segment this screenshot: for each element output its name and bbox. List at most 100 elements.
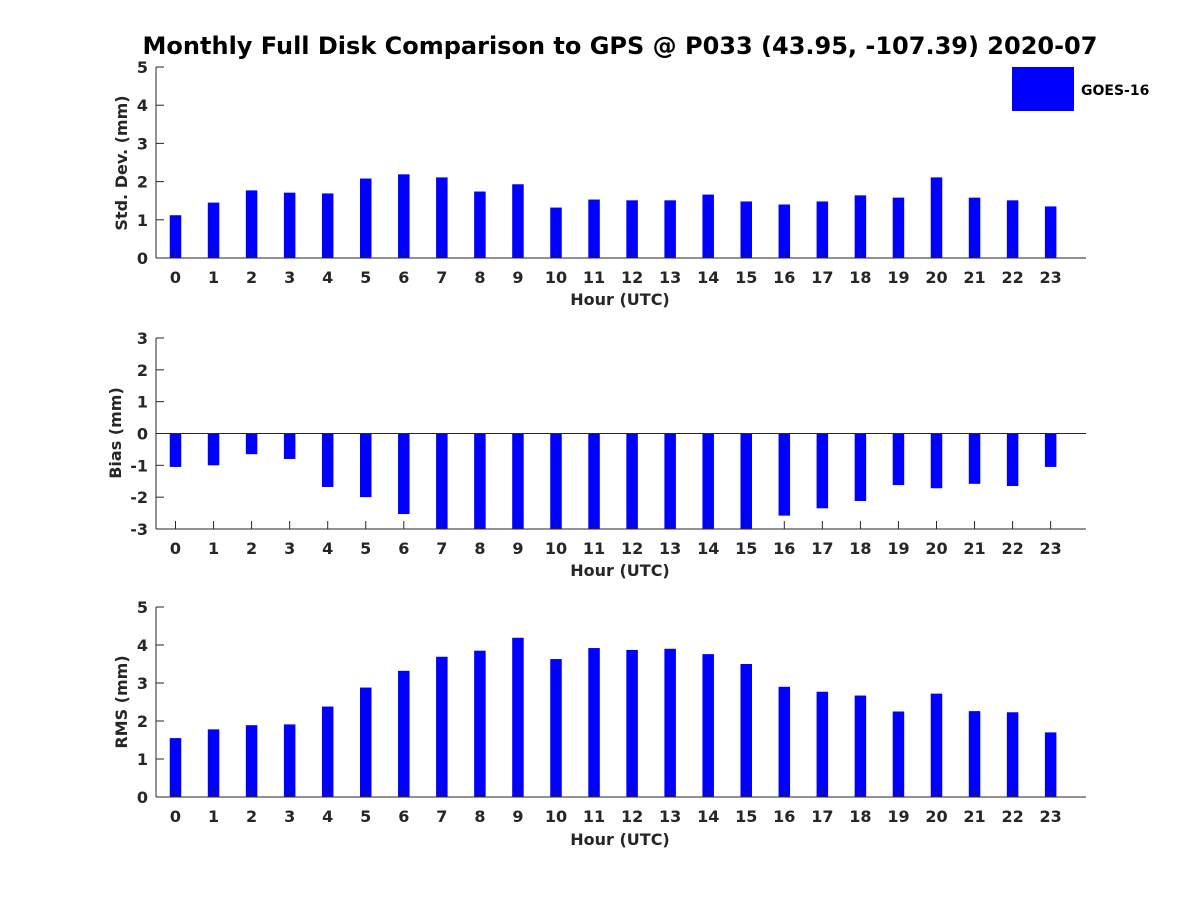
x-tick-label-rms-12: 12	[621, 807, 643, 826]
bar-bias-15	[740, 433, 752, 529]
bar-std-dev-13	[664, 200, 676, 258]
y-tick-label-bias--2: -2	[130, 488, 148, 507]
y-tick-label-std-dev-1: 1	[137, 211, 148, 230]
bar-std-dev-3	[283, 192, 296, 258]
bar-std-dev-6	[398, 174, 410, 258]
bar-rms-1	[207, 729, 220, 797]
bar-bias-21	[968, 433, 981, 484]
bar-bias-1	[207, 433, 220, 466]
bar-bias-22	[1006, 433, 1019, 487]
bar-bias-16	[778, 433, 791, 516]
x-tick-label-rms-19: 19	[887, 807, 909, 826]
bar-std-dev-21	[968, 197, 981, 258]
bar-std-dev-0	[169, 215, 182, 258]
x-tick-label-bias-9: 9	[512, 539, 523, 558]
x-tick-label-bias-13: 13	[659, 539, 681, 558]
chart-title: Monthly Full Disk Comparison to GPS @ P0…	[143, 32, 1098, 60]
x-tick-label-rms-21: 21	[963, 807, 985, 826]
x-tick-label-rms-15: 15	[735, 807, 757, 826]
x-tick-label-std-dev-13: 13	[659, 268, 681, 287]
x-tick-label-bias-23: 23	[1040, 539, 1062, 558]
x-tick-label-bias-20: 20	[925, 539, 947, 558]
bar-rms-17	[816, 691, 829, 797]
bar-bias-13	[664, 433, 676, 529]
x-tick-label-rms-5: 5	[360, 807, 371, 826]
bar-bias-23	[1044, 433, 1057, 467]
x-tick-label-rms-17: 17	[811, 807, 833, 826]
x-tick-label-std-dev-12: 12	[621, 268, 643, 287]
x-axis-label-rms: Hour (UTC)	[570, 830, 670, 849]
bar-bias-7	[436, 433, 448, 529]
x-tick-label-std-dev-21: 21	[963, 268, 985, 287]
y-tick-label-std-dev-0: 0	[137, 249, 148, 268]
bars-rms	[169, 637, 1057, 797]
x-tick-label-rms-16: 16	[773, 807, 795, 826]
x-tick-label-std-dev-1: 1	[208, 268, 219, 287]
bar-rms-19	[892, 711, 905, 797]
bar-std-dev-16	[778, 204, 791, 258]
x-tick-label-bias-14: 14	[697, 539, 719, 558]
bar-rms-2	[245, 725, 258, 797]
bar-std-dev-8	[474, 191, 486, 258]
x-tick-label-rms-14: 14	[697, 807, 719, 826]
bar-bias-12	[626, 433, 638, 529]
bar-std-dev-14	[702, 194, 714, 258]
x-tick-label-std-dev-22: 22	[1001, 268, 1023, 287]
bar-rms-0	[169, 738, 182, 797]
bar-std-dev-19	[892, 197, 905, 258]
x-tick-label-std-dev-5: 5	[360, 268, 371, 287]
legend: GOES-16	[1012, 67, 1149, 111]
x-tick-label-rms-23: 23	[1040, 807, 1062, 826]
x-tick-label-bias-22: 22	[1001, 539, 1023, 558]
x-tick-label-rms-0: 0	[170, 807, 181, 826]
bar-bias-5	[360, 433, 372, 498]
x-tick-label-std-dev-18: 18	[849, 268, 871, 287]
x-tick-label-bias-12: 12	[621, 539, 643, 558]
bar-rms-22	[1006, 712, 1019, 797]
x-tick-label-bias-5: 5	[360, 539, 371, 558]
bar-rms-7	[436, 656, 448, 797]
x-tick-label-bias-15: 15	[735, 539, 757, 558]
bar-std-dev-1	[207, 202, 220, 258]
bar-rms-8	[474, 650, 486, 797]
bar-std-dev-5	[360, 178, 372, 258]
x-tick-label-bias-10: 10	[545, 539, 567, 558]
x-tick-label-bias-21: 21	[963, 539, 985, 558]
bar-bias-18	[854, 433, 867, 501]
bar-rms-14	[702, 654, 714, 797]
x-tick-label-std-dev-8: 8	[474, 268, 485, 287]
y-tick-label-rms-0: 0	[137, 788, 148, 807]
bar-bias-4	[321, 433, 334, 487]
y-tick-label-rms-4: 4	[137, 636, 148, 655]
x-tick-label-std-dev-23: 23	[1040, 268, 1062, 287]
bars-bias	[169, 433, 1057, 529]
x-tick-label-rms-8: 8	[474, 807, 485, 826]
x-tick-label-std-dev-9: 9	[512, 268, 523, 287]
x-tick-label-bias-4: 4	[322, 539, 333, 558]
x-tick-label-bias-7: 7	[436, 539, 447, 558]
x-tick-label-std-dev-14: 14	[697, 268, 719, 287]
x-tick-label-bias-6: 6	[398, 539, 409, 558]
y-tick-label-bias-1: 1	[137, 393, 148, 412]
bar-bias-0	[169, 433, 182, 467]
bar-rms-10	[550, 659, 562, 797]
x-tick-label-bias-11: 11	[583, 539, 605, 558]
x-tick-label-rms-3: 3	[284, 807, 295, 826]
bar-std-dev-9	[512, 184, 524, 258]
y-tick-label-rms-3: 3	[137, 674, 148, 693]
x-tick-label-std-dev-11: 11	[583, 268, 605, 287]
x-tick-label-std-dev-2: 2	[246, 268, 257, 287]
x-tick-label-rms-7: 7	[436, 807, 447, 826]
x-tick-label-rms-22: 22	[1001, 807, 1023, 826]
x-axis-label-bias: Hour (UTC)	[570, 561, 670, 580]
bar-std-dev-11	[588, 199, 600, 258]
x-tick-label-bias-17: 17	[811, 539, 833, 558]
bar-bias-14	[702, 433, 714, 529]
bar-bias-19	[892, 433, 905, 486]
bar-rms-3	[283, 724, 296, 797]
bar-std-dev-15	[740, 201, 752, 258]
